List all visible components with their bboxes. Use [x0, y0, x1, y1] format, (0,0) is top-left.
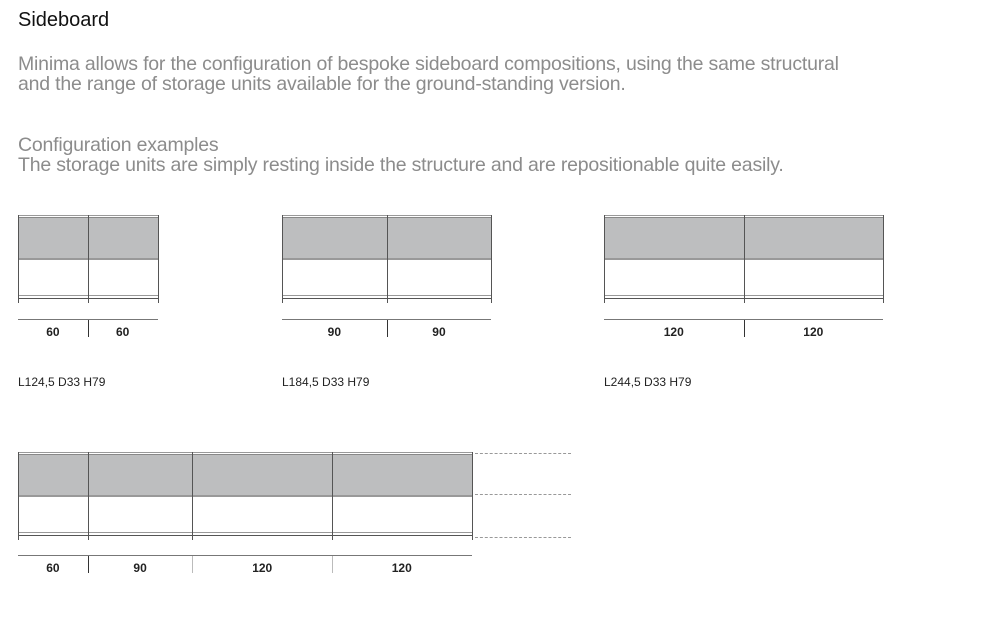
shelf	[605, 295, 744, 299]
top-rail	[744, 215, 884, 217]
sideboard-diagram: 60 60	[18, 215, 159, 343]
extension-guide	[474, 494, 571, 495]
extension-guide	[474, 537, 571, 538]
top-rail	[88, 215, 158, 217]
dimension-divider	[743, 319, 745, 337]
extension-guide	[474, 453, 571, 454]
dimension-line	[18, 555, 472, 556]
dimensions-spec: L184,5 D33 H79	[282, 375, 370, 389]
dimension-label: 60	[115, 325, 130, 339]
shelf	[88, 532, 193, 536]
dimension-label: 60	[46, 325, 60, 339]
drawer-front	[387, 217, 492, 260]
shelf	[333, 532, 472, 536]
drawer-front	[19, 217, 88, 260]
storage-unit	[87, 215, 159, 303]
storage-unit	[18, 215, 89, 303]
storage-unit	[604, 215, 745, 303]
shelf	[193, 532, 332, 536]
dimension-divider	[192, 555, 194, 573]
dimensions-spec: L244,5 D33 H79	[604, 375, 692, 389]
dimension-divider	[386, 319, 388, 337]
examples-heading: Configuration examples	[18, 134, 219, 156]
shelf	[283, 295, 387, 299]
top-rail	[333, 452, 472, 454]
drawer-front	[88, 217, 158, 260]
storage-unit	[87, 452, 194, 540]
page-title: Sideboard	[18, 9, 110, 31]
shelf	[19, 532, 88, 536]
dimension-label: 120	[252, 561, 273, 575]
dimension-label: 90	[133, 561, 147, 575]
intro-line-2: and the range of storage units available…	[18, 73, 626, 95]
shelf	[19, 295, 88, 299]
drawer-front	[283, 217, 387, 260]
top-rail	[283, 215, 387, 217]
dimension-line	[18, 319, 158, 320]
dimension-label: 60	[46, 561, 60, 575]
drawer-front	[19, 454, 88, 497]
shelf	[387, 295, 492, 299]
storage-unit	[192, 452, 333, 540]
storage-unit	[386, 215, 493, 303]
drawer-front	[744, 217, 884, 260]
shelf	[744, 295, 884, 299]
sideboard-diagram: 90 90	[282, 215, 493, 343]
top-rail	[193, 452, 332, 454]
dimension-label: 120	[663, 325, 684, 339]
top-rail	[387, 215, 492, 217]
top-rail	[605, 215, 744, 217]
dimension-line	[282, 319, 492, 320]
top-rail	[19, 215, 88, 217]
top-rail	[19, 452, 88, 454]
dimension-label: 120	[803, 325, 824, 339]
storage-unit	[18, 452, 89, 540]
top-rail	[88, 452, 193, 454]
dimension-line	[604, 319, 884, 320]
dimensions-spec: L124,5 D33 H79	[18, 375, 106, 389]
drawer-front	[605, 217, 744, 260]
dimension-divider	[332, 555, 333, 573]
storage-unit	[743, 215, 885, 303]
dimension-label: 90	[432, 325, 446, 339]
dimension-label: 120	[391, 561, 412, 575]
storage-unit	[332, 452, 473, 540]
intro-line-1: Minima allows for the configuration of b…	[18, 53, 839, 75]
dimension-divider	[87, 555, 89, 573]
shelf	[88, 295, 158, 299]
drawer-front	[193, 454, 332, 497]
storage-unit	[282, 215, 388, 303]
drawer-front	[333, 454, 472, 497]
dimension-divider	[87, 319, 89, 337]
dimension-label: 90	[327, 325, 341, 339]
examples-text: The storage units are simply resting ins…	[18, 154, 784, 176]
sideboard-diagram: 120 120	[604, 215, 885, 343]
drawer-front	[88, 454, 193, 497]
sideboard-diagram: 60 90 120 120	[18, 452, 571, 580]
